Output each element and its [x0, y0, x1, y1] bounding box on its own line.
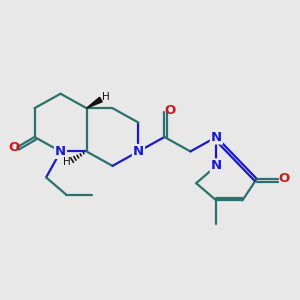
Text: H: H [63, 158, 71, 167]
Polygon shape [86, 97, 102, 108]
Text: N: N [133, 145, 144, 158]
Text: O: O [8, 141, 20, 154]
Text: O: O [278, 172, 289, 185]
Text: N: N [55, 145, 66, 158]
Text: N: N [211, 130, 222, 143]
Text: O: O [164, 104, 175, 117]
Text: N: N [211, 159, 222, 172]
Text: H: H [102, 92, 110, 102]
